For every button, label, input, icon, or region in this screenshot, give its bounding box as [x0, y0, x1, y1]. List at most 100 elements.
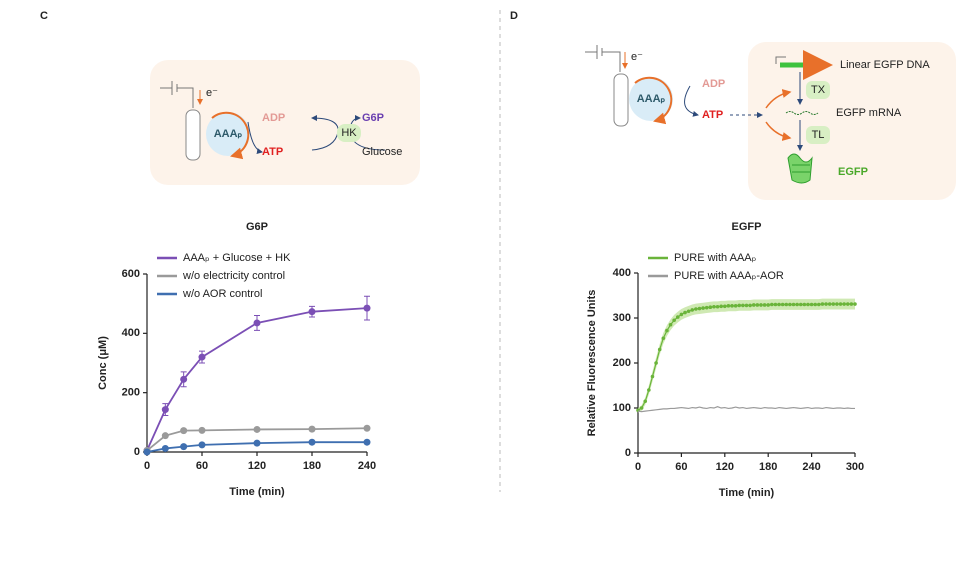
- x-tick-label: 180: [759, 461, 777, 473]
- electron: e⁻: [206, 87, 218, 99]
- legend-label: PURE with AAAₚ: [674, 252, 757, 264]
- point: [755, 303, 760, 307]
- series-line: [637, 406, 855, 413]
- panel-label: C: [40, 10, 48, 22]
- point: [180, 375, 188, 383]
- point: [712, 304, 716, 309]
- point: [730, 304, 734, 308]
- egfp: EGFP: [838, 166, 868, 178]
- electrode: [185, 109, 201, 161]
- arrow: [684, 85, 699, 117]
- tl: TL: [812, 129, 825, 141]
- point: [657, 347, 662, 352]
- point: [704, 305, 709, 310]
- point: [838, 302, 843, 306]
- point: [748, 303, 752, 308]
- battery: [160, 81, 194, 108]
- x-tick-label: 60: [675, 461, 687, 473]
- legend-label: AAAₚ + Glucose + HK: [183, 252, 291, 264]
- point: [708, 305, 713, 310]
- point: [788, 302, 792, 307]
- point: [784, 302, 789, 307]
- diagram-d: e⁻ AAAₚ ADP ATP Linear EGFP DNA TX EGFP …: [585, 42, 956, 200]
- point: [639, 406, 644, 410]
- panel-label: D: [510, 10, 518, 22]
- chart-title: G6P: [246, 221, 268, 233]
- chart-title: EGFP: [732, 221, 762, 233]
- dna-label: Linear EGFP DNA: [840, 59, 930, 71]
- y-tick-label: 0: [625, 447, 631, 459]
- point: [686, 309, 691, 314]
- point: [820, 302, 825, 306]
- x-tick-label: 240: [802, 461, 820, 473]
- mrna-label: EGFP mRNA: [836, 107, 902, 119]
- y-tick-label: 400: [613, 267, 631, 279]
- adp: ADP: [702, 78, 725, 90]
- point: [198, 353, 206, 361]
- point: [161, 444, 169, 452]
- point: [777, 302, 781, 307]
- point: [762, 303, 767, 307]
- point: [308, 308, 316, 316]
- point: [853, 302, 857, 306]
- point: [813, 302, 818, 307]
- mrna: [785, 111, 819, 115]
- point: [198, 426, 206, 434]
- point: [665, 328, 669, 333]
- arrow: [765, 121, 792, 141]
- point: [654, 361, 658, 365]
- point: [180, 427, 188, 435]
- y-tick-label: 600: [122, 268, 140, 280]
- enzyme-label: AAAₚ: [637, 93, 666, 105]
- y-tick-label: 200: [122, 387, 140, 399]
- point: [802, 302, 807, 307]
- point: [690, 308, 695, 312]
- x-axis-label: Time (min): [229, 486, 285, 498]
- electrode: [613, 73, 629, 127]
- point: [849, 302, 854, 306]
- promoter: [775, 56, 786, 64]
- legend-label: w/o electricity control: [182, 270, 285, 282]
- protein: [787, 153, 813, 184]
- axes: [146, 274, 367, 453]
- point: [675, 315, 680, 319]
- glucose: Glucose: [362, 146, 402, 158]
- point: [733, 304, 738, 308]
- point: [827, 302, 832, 306]
- point: [773, 302, 778, 307]
- point: [817, 302, 821, 307]
- x-tick-label: 0: [144, 460, 150, 472]
- point: [253, 425, 261, 433]
- point: [661, 336, 666, 341]
- point: [842, 302, 846, 306]
- y-tick-label: 100: [613, 402, 631, 414]
- x-tick-label: 180: [303, 460, 321, 472]
- point: [798, 302, 803, 307]
- arrow: [765, 89, 792, 109]
- point: [697, 306, 702, 311]
- point: [751, 303, 756, 307]
- point: [806, 302, 810, 307]
- point: [835, 302, 839, 306]
- error-band: [638, 298, 855, 413]
- x-tick-label: 240: [358, 460, 376, 472]
- x-tick-label: 300: [846, 461, 864, 473]
- point: [198, 441, 206, 449]
- point: [679, 312, 684, 317]
- legend-label: PURE with AAAₚ-AOR: [674, 270, 784, 282]
- point: [643, 399, 648, 404]
- point: [824, 302, 828, 306]
- atp: ATP: [702, 109, 723, 121]
- point: [770, 302, 774, 307]
- adp: ADP: [262, 112, 285, 124]
- point: [795, 302, 799, 307]
- enzyme: [206, 112, 250, 156]
- x-tick-label: 60: [196, 460, 208, 472]
- point: [161, 432, 169, 440]
- point: [701, 306, 705, 310]
- g6p: G6P: [362, 112, 384, 124]
- y-tick-label: 0: [134, 446, 140, 458]
- point: [161, 406, 169, 414]
- point: [143, 448, 151, 456]
